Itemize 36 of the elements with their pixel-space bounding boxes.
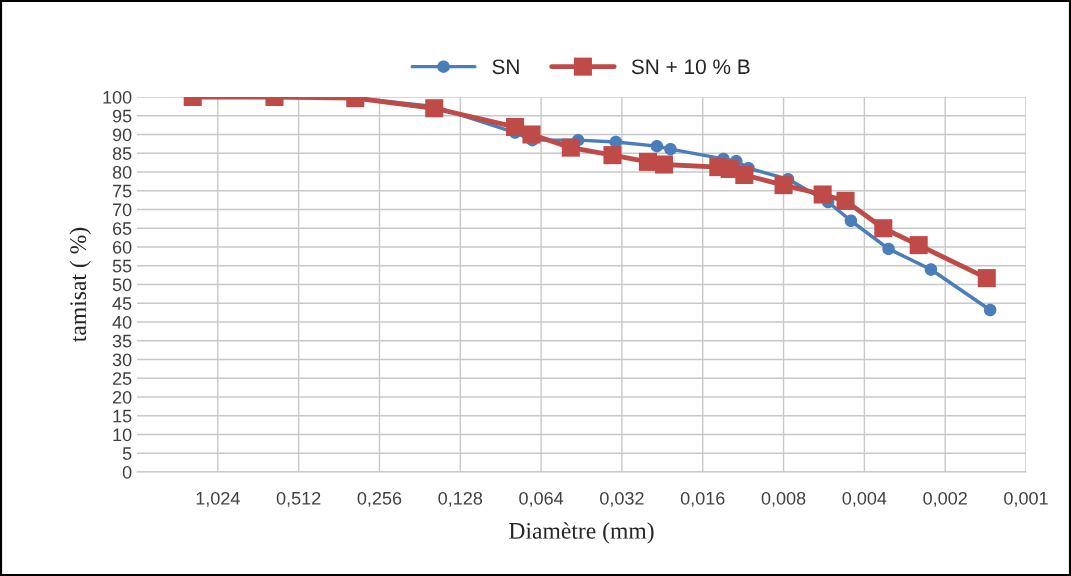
y-tick-label: 25 — [112, 372, 132, 385]
y-tick-label: 35 — [112, 334, 132, 348]
x-tick-label: 0,512 — [276, 491, 321, 507]
y-tick-label: 100 — [103, 90, 132, 104]
x-tick-label: 0,064 — [519, 491, 564, 507]
x-tick-label: 1,024 — [196, 491, 240, 507]
x-tick-label: 0,256 — [357, 491, 402, 507]
x-tick-label: 0,004 — [842, 491, 887, 507]
y-tick-label: 0 — [122, 465, 132, 479]
legend-label: SN + 10 % B — [631, 59, 750, 75]
x-tick-label: 0,128 — [438, 491, 483, 507]
y-tick-label: 55 — [112, 259, 132, 273]
y-tick-label: 30 — [112, 353, 132, 367]
x-tick-label: 0,016 — [680, 491, 725, 507]
x-tick-label: 0,002 — [923, 491, 967, 507]
x-tick-label: 0,032 — [600, 491, 644, 507]
y-tick-label: 5 — [122, 447, 132, 460]
x-tick-label: 0,001 — [1004, 491, 1048, 507]
y-tick-label: 75 — [112, 184, 132, 198]
y-tick-label: 45 — [112, 297, 132, 310]
y-tick-label: 15 — [113, 409, 132, 423]
y-tick-label: 70 — [112, 203, 132, 217]
y-tick-label: 40 — [112, 315, 132, 329]
y-tick-label: 80 — [112, 165, 132, 179]
y-tick-label: 20 — [112, 390, 132, 404]
y-tick-label: 60 — [112, 240, 132, 254]
y-axis-title: tamisat ( %) — [69, 227, 91, 342]
y-tick-label: 85 — [112, 147, 132, 160]
y-tick-label: 10 — [113, 428, 132, 442]
legend-label: SN — [492, 59, 519, 75]
y-tick-label: 95 — [112, 109, 132, 123]
x-tick-label: 0,008 — [761, 491, 806, 507]
y-tick-label: 65 — [112, 222, 132, 235]
y-tick-label: 90 — [112, 128, 132, 142]
y-tick-label: 50 — [112, 278, 132, 292]
x-axis-title: Diamètre (mm) — [509, 522, 654, 544]
